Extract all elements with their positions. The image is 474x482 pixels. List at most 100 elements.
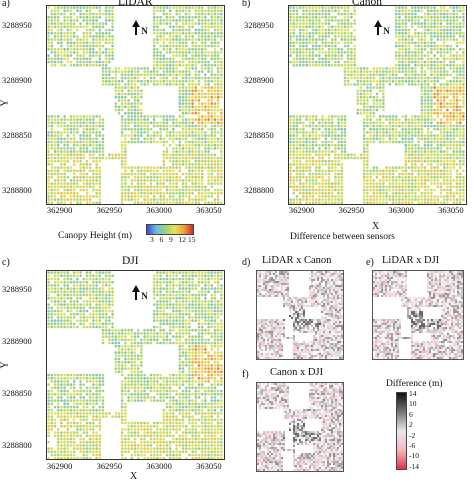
map-b-point-1017 xyxy=(440,99,443,102)
map-b-point-103 xyxy=(427,13,430,16)
map-b-point-1947 xyxy=(369,179,372,182)
map-b-point-1979 xyxy=(305,182,308,185)
map-b-point-2009 xyxy=(424,182,427,185)
map-a-point-1143 xyxy=(169,118,172,121)
map-a-point-923 xyxy=(191,90,194,93)
map-a-point-1187 xyxy=(156,122,159,125)
map-a-point-310 xyxy=(172,32,175,35)
map-b-point-1560 xyxy=(405,147,408,150)
map-b-point-463 xyxy=(321,45,324,48)
map-b-point-997 xyxy=(437,96,440,99)
map-c-point-310 xyxy=(63,297,66,300)
map-a-point-1009 xyxy=(207,102,210,105)
map-c-point-55 xyxy=(111,275,114,278)
map-b-point-1961 xyxy=(417,179,420,182)
map-a-point-892 xyxy=(121,86,124,89)
map-a-point-1540 xyxy=(73,150,76,153)
map-b-point-1420 xyxy=(299,138,302,141)
map-a-point-489 xyxy=(108,48,111,51)
map-a-point-897 xyxy=(137,86,140,89)
map-b-point-534 xyxy=(318,51,321,54)
map-b-point-7 xyxy=(312,6,315,9)
map-a-point-1760 xyxy=(63,170,66,173)
map-a-point-381 xyxy=(111,38,114,41)
map-a-point-1709 xyxy=(214,163,217,166)
map-b-point-2062 xyxy=(456,186,459,189)
map-b-point-2255 xyxy=(334,202,337,205)
map-b-point-522 xyxy=(449,48,452,51)
map-b-point-202 xyxy=(321,22,324,25)
map-b-point-200 xyxy=(315,22,318,25)
map-a-point-1529 xyxy=(211,147,214,150)
map-b-point-1815 xyxy=(337,170,340,173)
map-a-point-1039 xyxy=(134,109,137,112)
map-a-point-2074 xyxy=(153,192,156,195)
map-a-point-469 xyxy=(211,45,214,48)
map-b-point-1158 xyxy=(331,118,334,121)
map-b-point-2043 xyxy=(385,186,388,189)
map-a-point-477 xyxy=(63,48,66,51)
map-a-point-1033 xyxy=(217,106,220,109)
map-b-point-1071 xyxy=(376,109,379,112)
map-a-point-1792 xyxy=(214,170,217,173)
map-a-point-2124 xyxy=(179,195,182,198)
map-a-point-1240 xyxy=(182,125,185,128)
map-a-point-719 xyxy=(201,67,204,70)
map-a-point-1622 xyxy=(99,157,102,160)
map-a-point-1580 xyxy=(92,154,95,157)
map-a-point-36 xyxy=(211,6,214,9)
map-a-point-937 xyxy=(131,93,134,96)
map-b-point-1935 xyxy=(305,179,308,182)
map-b-point-270 xyxy=(289,29,292,32)
map-a-point-865 xyxy=(127,83,130,86)
map-b-point-1477 xyxy=(363,141,366,144)
map-a-point-2061 xyxy=(86,192,89,195)
map-b-point-763 xyxy=(382,70,385,73)
map-a-point-16 xyxy=(105,6,108,9)
map-a-point-743 xyxy=(166,70,169,73)
map-c-point-257 xyxy=(185,291,188,294)
map-a-point-1963 xyxy=(217,182,220,185)
map-a-point-957 xyxy=(121,96,124,99)
map-b-point-1582 xyxy=(305,150,308,153)
map-a-point-1816 xyxy=(150,173,153,176)
map-a-point-89 xyxy=(108,13,111,16)
map-c-point-316 xyxy=(92,297,95,300)
map-a-point-2212 xyxy=(204,202,207,205)
map-c-point-217 xyxy=(188,287,191,290)
map-a-point-1594 xyxy=(179,154,182,157)
map-a-point-518 xyxy=(86,51,89,54)
map-b-point-787 xyxy=(347,74,350,77)
map-b-point-1359 xyxy=(427,131,430,134)
map-a-point-1260 xyxy=(89,128,92,131)
map-a-point-294 xyxy=(70,32,73,35)
map-b-point-324 xyxy=(350,32,353,35)
map-a-point-1627 xyxy=(115,157,118,160)
map-a-point-784 xyxy=(195,74,198,77)
map-a-point-1590 xyxy=(166,154,169,157)
map-b-point-714 xyxy=(456,64,459,67)
map-a-point-629 xyxy=(86,61,89,64)
map-a-point-249 xyxy=(204,26,207,29)
map-b-point-364 xyxy=(353,35,356,38)
map-b-point-74 xyxy=(456,10,459,13)
map-c-point-49 xyxy=(89,275,92,278)
map-b-point-749 xyxy=(459,67,462,70)
map-a-point-2043 xyxy=(195,189,198,192)
map-b-point-1941 xyxy=(328,179,331,182)
map-a-point-1140 xyxy=(153,118,156,121)
map-a-point-794 xyxy=(111,77,114,80)
map-a-point-462 xyxy=(185,45,188,48)
map-b-point-1156 xyxy=(325,118,328,121)
map-b-point-2130 xyxy=(385,192,388,195)
map-a-point-1961 xyxy=(211,182,214,185)
map-a-point-1672 xyxy=(185,160,188,163)
map-a-point-1316 xyxy=(169,131,172,134)
map-a-point-244 xyxy=(179,26,182,29)
x-tick-label: 362900 xyxy=(289,206,315,215)
map-b-point-1267 xyxy=(421,125,424,128)
map-c-point-252 xyxy=(169,291,172,294)
map-a-point-436 xyxy=(217,42,220,45)
map-a-point-71 xyxy=(217,10,220,13)
map-c-point-41 xyxy=(60,275,63,278)
